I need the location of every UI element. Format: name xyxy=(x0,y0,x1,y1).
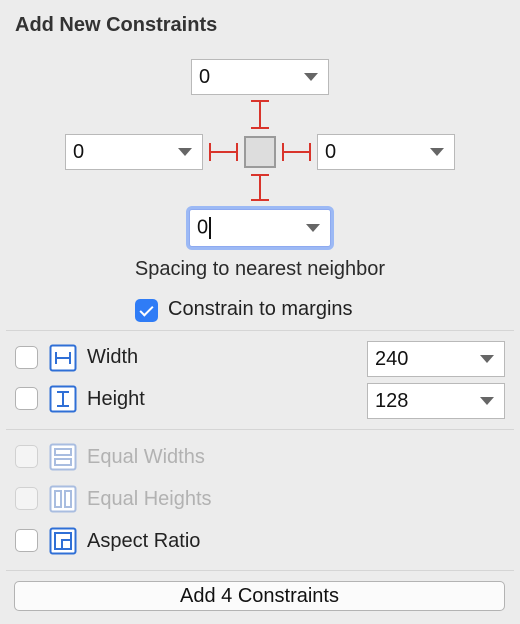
chevron-down-icon[interactable] xyxy=(304,73,318,81)
bottom-strut-icon[interactable] xyxy=(251,174,269,201)
top-spacing-value: 0 xyxy=(199,66,211,88)
aspect-ratio-checkbox[interactable] xyxy=(15,529,38,552)
right-spacing-combo[interactable]: 0 xyxy=(317,134,455,170)
height-constraint-icon xyxy=(49,385,77,413)
equal-heights-checkbox[interactable] xyxy=(15,487,38,510)
width-label: Width xyxy=(87,346,139,368)
divider xyxy=(6,570,514,571)
constrain-to-margins-checkbox[interactable] xyxy=(135,299,158,322)
width-value: 240 xyxy=(375,348,409,370)
right-strut-icon[interactable] xyxy=(282,143,311,161)
divider xyxy=(6,330,514,331)
aspect-ratio-label: Aspect Ratio xyxy=(87,530,201,552)
constraint-struts xyxy=(209,100,311,201)
width-constraint-icon xyxy=(49,344,77,372)
height-label: Height xyxy=(87,388,145,410)
chevron-down-icon[interactable] xyxy=(306,224,320,232)
equal-widths-checkbox[interactable] xyxy=(15,445,38,468)
divider xyxy=(6,429,514,430)
height-value: 128 xyxy=(375,390,409,412)
width-value-combo[interactable]: 240 xyxy=(367,341,505,377)
left-strut-icon[interactable] xyxy=(209,143,238,161)
top-strut-icon[interactable] xyxy=(251,100,269,129)
equal-heights-label: Equal Heights xyxy=(87,488,212,510)
width-checkbox[interactable] xyxy=(15,346,38,369)
equal-heights-icon xyxy=(49,485,77,513)
chevron-down-icon[interactable] xyxy=(480,397,494,405)
panel-title: Add New Constraints xyxy=(15,14,218,36)
text-caret xyxy=(209,217,211,239)
right-spacing-value: 0 xyxy=(325,141,337,163)
view-placeholder xyxy=(244,136,276,168)
left-spacing-value: 0 xyxy=(73,141,85,163)
constrain-to-margins-label: Constrain to margins xyxy=(168,298,353,320)
equal-widths-icon xyxy=(49,443,77,471)
add-constraints-button[interactable]: Add 4 Constraints xyxy=(14,581,505,611)
aspect-ratio-icon xyxy=(49,527,77,555)
height-checkbox[interactable] xyxy=(15,387,38,410)
chevron-down-icon[interactable] xyxy=(480,355,494,363)
equal-widths-label: Equal Widths xyxy=(87,446,205,468)
left-spacing-combo[interactable]: 0 xyxy=(65,134,203,170)
height-value-combo[interactable]: 128 xyxy=(367,383,505,419)
bottom-spacing-value: 0 xyxy=(197,216,209,239)
chevron-down-icon[interactable] xyxy=(430,148,444,156)
chevron-down-icon[interactable] xyxy=(178,148,192,156)
top-spacing-combo[interactable]: 0 xyxy=(191,59,329,95)
bottom-spacing-combo[interactable]: 0 xyxy=(189,209,331,247)
spacing-caption: Spacing to nearest neighbor xyxy=(134,258,386,280)
